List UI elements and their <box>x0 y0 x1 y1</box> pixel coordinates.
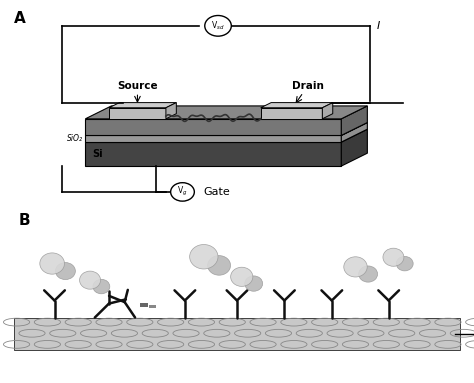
Ellipse shape <box>208 255 230 275</box>
Polygon shape <box>166 103 176 119</box>
Text: Gate: Gate <box>204 187 230 197</box>
Ellipse shape <box>245 276 263 291</box>
Polygon shape <box>85 119 341 136</box>
Polygon shape <box>85 136 341 142</box>
Polygon shape <box>85 129 367 142</box>
Circle shape <box>171 183 194 201</box>
Ellipse shape <box>231 267 253 286</box>
Polygon shape <box>322 103 333 119</box>
Polygon shape <box>341 106 367 136</box>
Bar <box>149 305 156 308</box>
Text: Source: Source <box>117 81 158 91</box>
Polygon shape <box>341 129 367 166</box>
Ellipse shape <box>93 279 110 294</box>
Polygon shape <box>109 103 176 108</box>
Bar <box>140 303 148 307</box>
Ellipse shape <box>190 244 218 269</box>
Text: Si: Si <box>92 149 103 159</box>
Text: I: I <box>377 21 380 31</box>
Polygon shape <box>85 123 367 136</box>
Text: B: B <box>19 213 31 228</box>
Polygon shape <box>85 142 341 166</box>
Polygon shape <box>261 103 333 108</box>
Polygon shape <box>341 123 367 142</box>
Ellipse shape <box>344 257 367 277</box>
Polygon shape <box>14 318 460 350</box>
Text: SiO₂: SiO₂ <box>67 134 83 143</box>
Text: V$_{g}$: V$_{g}$ <box>177 185 188 198</box>
Ellipse shape <box>40 253 64 274</box>
Ellipse shape <box>396 256 413 271</box>
Polygon shape <box>261 108 322 119</box>
Polygon shape <box>85 106 367 119</box>
Ellipse shape <box>383 248 404 266</box>
Ellipse shape <box>359 266 378 282</box>
Text: V$_{sd}$: V$_{sd}$ <box>211 20 225 32</box>
Text: Drain: Drain <box>292 81 324 91</box>
Ellipse shape <box>55 263 75 280</box>
Ellipse shape <box>80 271 100 289</box>
Circle shape <box>205 15 231 36</box>
Polygon shape <box>109 108 166 119</box>
Text: A: A <box>14 11 26 26</box>
